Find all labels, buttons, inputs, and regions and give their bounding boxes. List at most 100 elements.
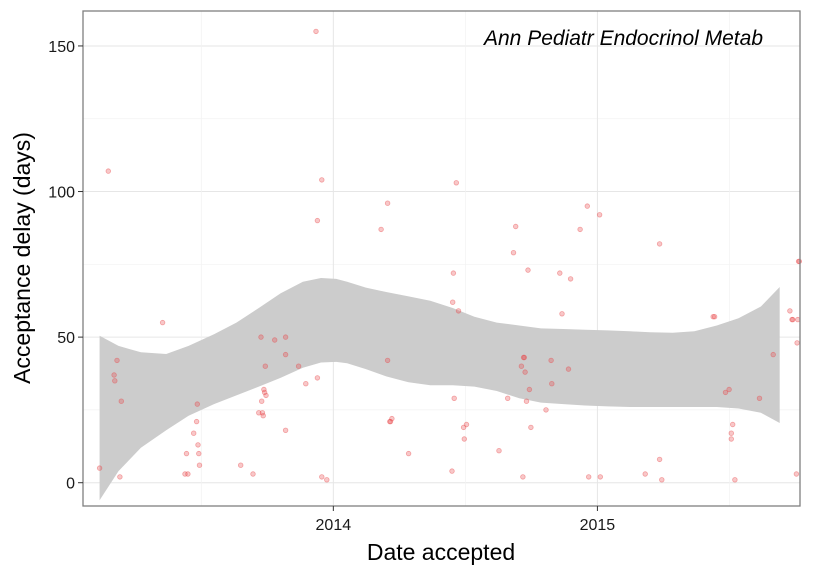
data-point (794, 340, 800, 346)
data-point (728, 436, 734, 442)
data-point (549, 381, 555, 387)
data-point (389, 415, 395, 422)
data-point (597, 474, 603, 480)
y-tick-label: 0 (66, 476, 75, 493)
data-point (117, 474, 123, 480)
data-point (642, 471, 648, 477)
data-point (528, 424, 534, 431)
data-point (526, 386, 533, 393)
data-point (453, 180, 459, 186)
plot-panel-border (82, 10, 801, 507)
data-point (496, 448, 502, 454)
data-point (405, 450, 412, 457)
data-point (523, 398, 530, 404)
data-point (789, 316, 795, 323)
data-point (196, 462, 203, 468)
data-point (319, 177, 325, 183)
data-point (525, 267, 531, 273)
y-axis-title: Acceptance delay (days) (9, 132, 35, 384)
data-point (518, 363, 525, 369)
data-point (256, 410, 262, 416)
data-point (520, 474, 526, 480)
data-point (790, 316, 796, 323)
data-point (314, 375, 321, 381)
data-point (183, 450, 190, 457)
data-point (319, 474, 325, 480)
x-tick-label: 2015 (580, 517, 616, 534)
data-point (710, 314, 716, 320)
y-tick-label: 50 (57, 330, 75, 347)
x-axis-ticks: 2014 2015 (316, 506, 616, 534)
data-point (112, 378, 118, 384)
data-point (577, 226, 583, 233)
data-point (105, 168, 111, 174)
data-point (384, 200, 391, 206)
data-point (559, 311, 565, 317)
data-point (463, 421, 470, 428)
data-point (259, 410, 266, 416)
smooth-confidence-band (99, 278, 780, 501)
data-point (282, 351, 289, 358)
data-point (460, 424, 467, 431)
x-axis-title: Date accepted (367, 539, 515, 565)
data-point (261, 389, 268, 396)
data-point (513, 223, 519, 230)
data-point (263, 392, 269, 399)
data-point (656, 456, 663, 463)
data-point (796, 258, 802, 265)
data-point (303, 381, 309, 387)
data-point (793, 471, 800, 477)
data-point (586, 474, 592, 480)
data-point (260, 413, 266, 419)
data-point (190, 430, 197, 436)
data-point (461, 436, 467, 442)
data-point (510, 249, 517, 256)
data-point (118, 398, 124, 404)
data-point (732, 477, 738, 483)
data-point (193, 418, 200, 425)
data-points (96, 28, 802, 483)
data-point (237, 462, 244, 468)
data-point (711, 314, 718, 320)
data-point (185, 471, 191, 477)
data-point (567, 276, 574, 282)
data-point (520, 354, 527, 361)
data-point (543, 407, 549, 413)
data-point (722, 389, 729, 396)
data-point (656, 241, 663, 247)
data-point (505, 395, 511, 401)
data-point (449, 468, 455, 474)
data-point (182, 471, 188, 477)
data-point (521, 354, 527, 361)
data-point (114, 357, 120, 364)
data-point (111, 372, 117, 378)
data-point (596, 212, 603, 218)
data-point (194, 401, 200, 407)
data-point (250, 471, 256, 477)
data-point (659, 477, 665, 483)
data-point (387, 418, 393, 425)
journal-annotation: Ann Pediatr Endocrinol Metab (482, 27, 763, 50)
data-point (756, 395, 763, 401)
data-point (196, 450, 202, 457)
data-point (314, 217, 321, 224)
data-point (522, 369, 528, 375)
data-point (282, 334, 289, 340)
data-point (384, 357, 391, 364)
x-tick-label: 2014 (316, 517, 352, 534)
data-point (378, 226, 384, 233)
data-point (548, 357, 554, 364)
data-point (195, 442, 201, 448)
data-point (295, 363, 302, 369)
data-point (584, 203, 590, 209)
data-point (96, 465, 103, 471)
data-point (787, 308, 793, 314)
data-point (282, 427, 289, 433)
y-axis-ticks: 0 50 100 150 (48, 39, 83, 493)
data-point (565, 366, 572, 372)
data-point (451, 395, 457, 401)
data-point (258, 334, 264, 340)
data-point (261, 386, 267, 393)
